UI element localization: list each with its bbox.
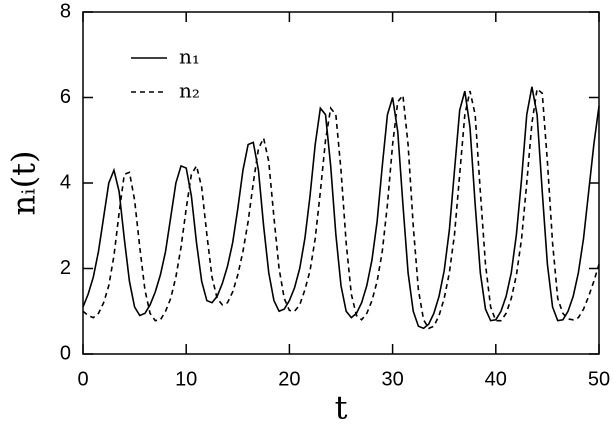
y-tick-label: 8 [60, 0, 71, 22]
x-tick-label: 40 [485, 368, 507, 390]
legend-label: n₂ [179, 79, 200, 103]
y-tick-label: 2 [60, 257, 71, 279]
y-tick-label: 4 [60, 171, 71, 193]
x-axis-label: t [335, 389, 348, 426]
y-tick-label: 0 [60, 342, 71, 364]
x-tick-label: 0 [77, 368, 88, 390]
series-line [82, 86, 600, 330]
x-tick-label: 30 [381, 368, 403, 390]
series-line [82, 87, 600, 330]
x-tick-label: 10 [175, 368, 197, 390]
x-tick-label: 20 [278, 368, 300, 390]
y-tick-label: 6 [60, 86, 71, 108]
legend-label: n₁ [179, 45, 200, 69]
x-tick-label: 50 [588, 368, 610, 390]
y-axis-label: nᵢ(t) [5, 151, 43, 216]
